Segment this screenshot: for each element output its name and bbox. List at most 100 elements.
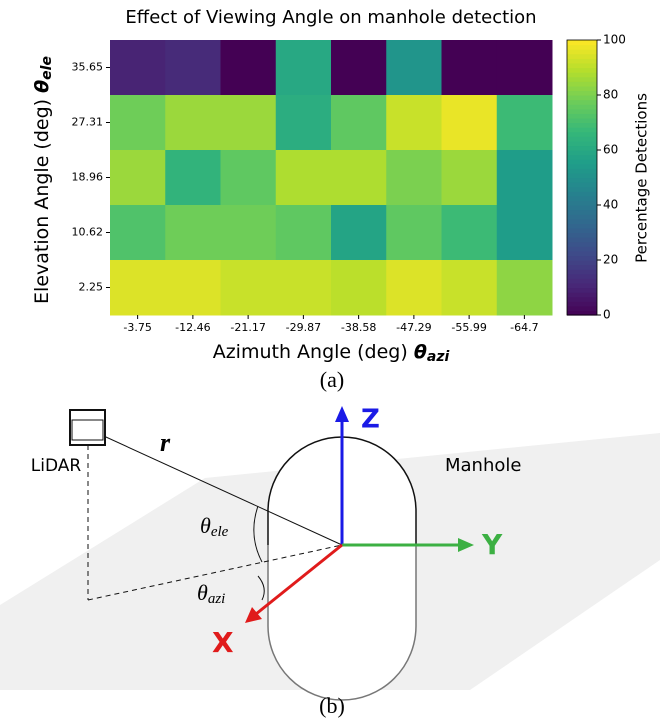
colorbar-segment (567, 255, 597, 261)
colorbar-segment (567, 264, 597, 270)
colorbar-segment (567, 90, 597, 96)
heatmap-cell (496, 205, 553, 261)
heatmap-cell (165, 260, 221, 316)
colorbar-segment (567, 296, 597, 302)
heatmap-cell (386, 205, 442, 261)
colorbar-segment (567, 40, 597, 46)
heatmap-cell (110, 95, 166, 151)
colorbar-segment (567, 282, 597, 289)
colorbar-tick-label: 0 (603, 308, 611, 322)
y-tick-label: 35.65 (72, 61, 104, 74)
colorbar-segment (567, 246, 597, 252)
heatmap-cell (110, 260, 166, 316)
colorbar-segment (567, 250, 597, 257)
colorbar-segment (567, 232, 597, 238)
caption: (a) (320, 367, 344, 392)
x-tick-label: -3.75 (123, 321, 151, 334)
colorbar-segment (567, 99, 597, 105)
heatmap-cell (441, 150, 498, 206)
azimuth-arc (257, 575, 265, 601)
heatmap-cell (275, 205, 332, 261)
colorbar-segment (567, 76, 597, 82)
colorbar-segment (567, 301, 597, 307)
colorbar-segment (567, 209, 597, 215)
colorbar-segment (567, 287, 597, 293)
chart-title: Effect of Viewing Angle on manhole detec… (125, 7, 536, 28)
label: Azimuth Angle (deg) (213, 341, 408, 363)
colorbar-tick-label: 40 (603, 198, 618, 212)
colorbar-segment (567, 104, 597, 110)
elevation-arc (253, 505, 263, 563)
y-axis-label: Elevation Angle (deg) θele (31, 56, 56, 304)
heatmap-cell (331, 205, 387, 261)
colorbar-segment (567, 168, 597, 174)
colorbar-segment (567, 85, 597, 92)
y-tick-label: 10.62 (72, 226, 104, 239)
heatmap-cell (496, 40, 553, 96)
colorbar-segment (567, 81, 597, 87)
heatmap-cell (275, 95, 332, 151)
heatmap-cell (441, 40, 498, 96)
x-tick-label: -38.58 (341, 321, 376, 334)
colorbar-segment (567, 150, 597, 156)
colorbar-segment (567, 140, 597, 147)
colorbar-segment (567, 122, 597, 128)
colorbar-segment (567, 154, 597, 160)
subscript: azi (208, 591, 226, 607)
heatmap-cell (441, 260, 498, 316)
colorbar-segment (567, 108, 597, 114)
x-axis-label: Azimuth Angle (deg) θazi (213, 341, 450, 366)
colorbar-segment (567, 67, 597, 73)
heatmap-cell (496, 95, 553, 151)
x-label: X (212, 626, 234, 659)
colorbar-segment (567, 49, 597, 55)
colorbar-segment (567, 72, 597, 78)
colorbar-segment (567, 205, 597, 211)
heatmap-cell (165, 95, 221, 151)
y-arrow (458, 538, 474, 552)
colorbar-segment (567, 227, 597, 234)
subscript: azi (427, 349, 450, 365)
y-tick-label: 2.25 (79, 281, 104, 294)
colorbar-tick-label: 80 (603, 88, 618, 102)
heatmap-cell (331, 150, 387, 206)
colorbar-segment (567, 195, 597, 202)
label: Elevation Angle (deg) (31, 99, 53, 304)
range-line (94, 431, 343, 546)
colorbar-segment (567, 136, 597, 142)
colorbar-label: Percentage Detections (633, 93, 651, 263)
colorbar-segment (567, 58, 597, 64)
colorbar-tick-label: 20 (603, 253, 618, 267)
colorbar-frame (566, 39, 598, 316)
colorbar-segment (567, 172, 597, 179)
y-tick-label: 27.31 (72, 116, 104, 129)
heatmap-cell (331, 260, 387, 316)
heatmap-cell (386, 40, 442, 96)
x-tick-label: -47.29 (396, 321, 431, 334)
heatmap-cell (110, 150, 166, 206)
heatmap-cell (331, 95, 387, 151)
colorbar-segment (567, 218, 597, 224)
colorbar-tick-label: 60 (603, 143, 618, 157)
manhole-lower (267, 545, 417, 701)
colorbar-segment (567, 177, 597, 183)
symbol: θ (414, 341, 427, 363)
lidar-icon (69, 409, 106, 446)
colorbar-segment (567, 305, 597, 312)
colorbar-segment (567, 260, 597, 266)
heatmap-cell (220, 260, 277, 316)
heatmap-cell (110, 40, 166, 96)
colorbar-segment (567, 278, 597, 284)
theta-azi: θazi (197, 580, 225, 607)
colorbar-segment (567, 269, 597, 275)
heatmap-cell (275, 150, 332, 206)
colorbar-segment (567, 53, 597, 59)
heatmap-cell (275, 40, 332, 96)
heatmap-cell (110, 205, 166, 261)
heatmap-cell (496, 260, 553, 316)
lidar-label: LiDAR (31, 456, 82, 476)
x-arrow (245, 607, 262, 623)
colorbar-segment (567, 163, 597, 169)
ground-projection (87, 544, 343, 601)
colorbar-tick-label: 100 (603, 33, 626, 47)
